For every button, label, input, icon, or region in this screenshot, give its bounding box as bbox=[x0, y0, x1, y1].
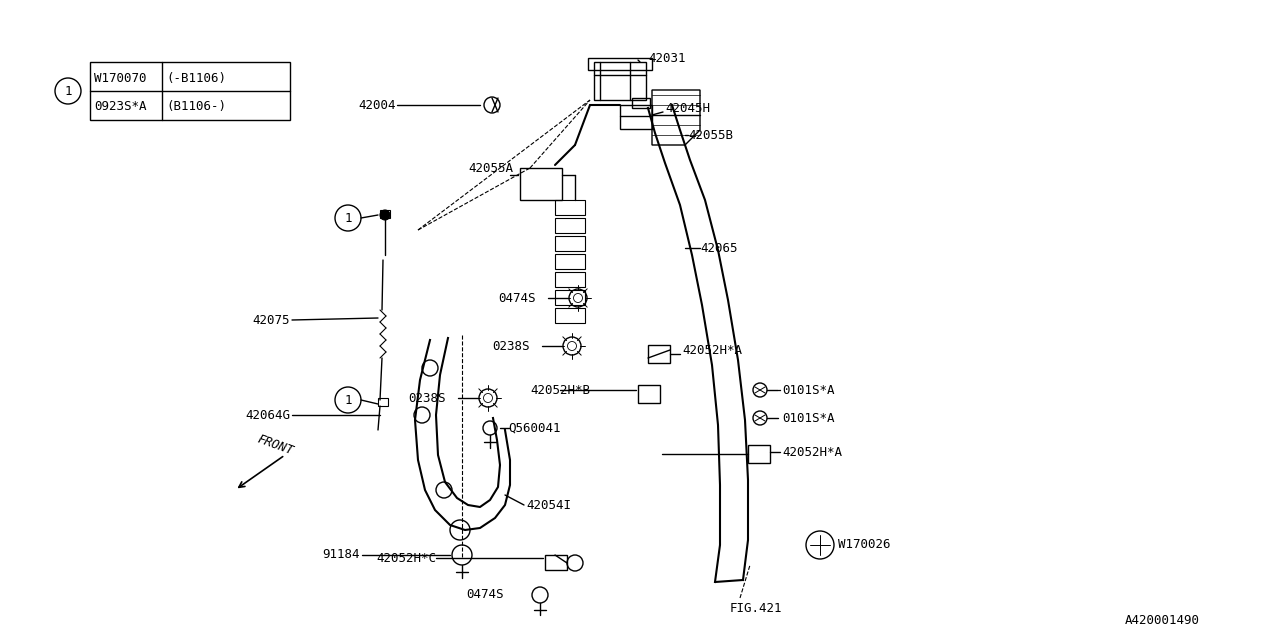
Text: 0474S: 0474S bbox=[466, 589, 504, 602]
Bar bbox=[556, 200, 585, 215]
Text: W170070: W170070 bbox=[93, 72, 146, 84]
Text: 42055A: 42055A bbox=[468, 161, 513, 175]
Bar bbox=[556, 308, 585, 323]
Text: 0474S: 0474S bbox=[498, 291, 535, 305]
Text: A420001490: A420001490 bbox=[1125, 614, 1201, 627]
Circle shape bbox=[380, 210, 390, 220]
Text: 42052H*C: 42052H*C bbox=[376, 552, 436, 564]
Bar bbox=[648, 345, 669, 363]
Text: 42065: 42065 bbox=[700, 241, 737, 255]
Text: FIG.421: FIG.421 bbox=[730, 602, 782, 614]
Text: 42004: 42004 bbox=[358, 99, 396, 111]
Bar bbox=[556, 290, 585, 305]
Text: 42045H: 42045H bbox=[666, 102, 710, 115]
Text: W170026: W170026 bbox=[838, 538, 891, 552]
Bar bbox=[556, 254, 585, 269]
Text: 42052H*B: 42052H*B bbox=[530, 383, 590, 397]
Bar bbox=[378, 398, 388, 406]
Text: (B1106-): (B1106-) bbox=[166, 99, 227, 113]
Bar bbox=[380, 210, 390, 218]
Bar bbox=[556, 218, 585, 233]
Text: FRONT: FRONT bbox=[255, 433, 294, 458]
Text: 1: 1 bbox=[344, 211, 352, 225]
Text: 0923S*A: 0923S*A bbox=[93, 99, 146, 113]
Text: 42075: 42075 bbox=[252, 314, 291, 326]
Text: 1: 1 bbox=[344, 394, 352, 406]
Bar bbox=[545, 555, 567, 570]
Bar bbox=[594, 62, 646, 100]
Text: 0238S: 0238S bbox=[492, 339, 530, 353]
Text: Q560041: Q560041 bbox=[508, 422, 561, 435]
Text: 0101S*A: 0101S*A bbox=[782, 383, 835, 397]
Text: (-B1106): (-B1106) bbox=[166, 72, 227, 84]
Text: 42054I: 42054I bbox=[526, 499, 571, 511]
Text: 42064G: 42064G bbox=[244, 408, 291, 422]
Bar bbox=[556, 272, 585, 287]
Bar bbox=[632, 98, 650, 108]
Bar bbox=[588, 58, 652, 70]
Bar bbox=[556, 236, 585, 251]
Text: 42052H*A: 42052H*A bbox=[782, 445, 842, 458]
Text: 0101S*A: 0101S*A bbox=[782, 412, 835, 424]
Text: 42052H*A: 42052H*A bbox=[682, 344, 742, 356]
Text: 42055B: 42055B bbox=[689, 129, 733, 141]
Bar bbox=[90, 62, 291, 120]
Text: 42031: 42031 bbox=[648, 51, 686, 65]
Text: 0238S: 0238S bbox=[408, 392, 445, 404]
Bar bbox=[520, 168, 562, 200]
Bar bbox=[620, 105, 652, 129]
Text: 91184: 91184 bbox=[323, 548, 360, 561]
Bar bbox=[748, 445, 771, 463]
Bar bbox=[637, 385, 660, 403]
Text: 1: 1 bbox=[64, 84, 72, 97]
